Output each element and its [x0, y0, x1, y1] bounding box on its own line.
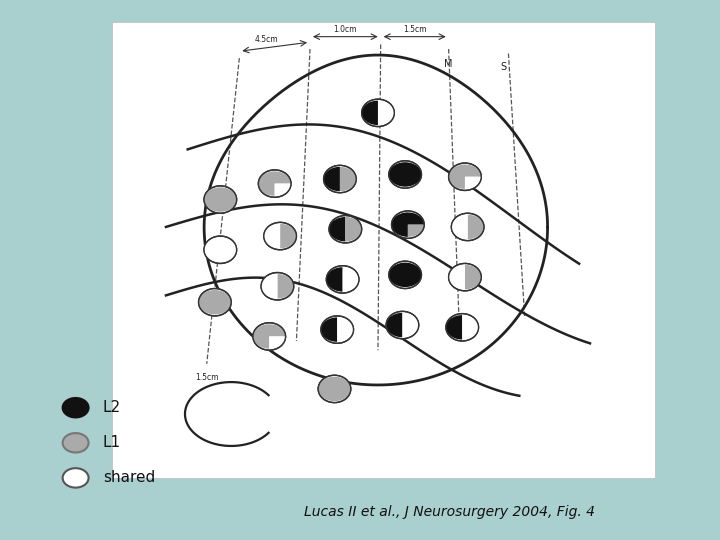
Wedge shape — [329, 217, 346, 241]
Wedge shape — [264, 224, 280, 248]
Wedge shape — [204, 187, 237, 212]
Text: 1.0cm: 1.0cm — [333, 25, 357, 35]
Ellipse shape — [326, 266, 359, 293]
Wedge shape — [340, 167, 356, 191]
Text: 1.5cm: 1.5cm — [403, 25, 427, 35]
Wedge shape — [389, 162, 421, 187]
Wedge shape — [321, 318, 337, 342]
Circle shape — [63, 433, 89, 453]
Text: shared: shared — [103, 470, 156, 485]
Wedge shape — [402, 313, 419, 338]
Wedge shape — [449, 165, 481, 189]
Wedge shape — [465, 177, 481, 189]
Text: 4.5cm: 4.5cm — [255, 35, 279, 44]
Wedge shape — [392, 212, 424, 237]
Ellipse shape — [264, 222, 297, 249]
Wedge shape — [446, 315, 462, 340]
Circle shape — [63, 398, 89, 417]
Ellipse shape — [253, 323, 286, 350]
Wedge shape — [280, 224, 297, 248]
Wedge shape — [449, 265, 465, 289]
Wedge shape — [346, 217, 361, 241]
Text: L1: L1 — [103, 435, 121, 450]
Text: M: M — [444, 59, 453, 69]
Ellipse shape — [258, 170, 291, 197]
Ellipse shape — [386, 312, 419, 339]
Text: Lucas II et al., J Neurosurgery 2004, Fig. 4: Lucas II et al., J Neurosurgery 2004, Fi… — [305, 505, 595, 519]
Wedge shape — [343, 267, 359, 292]
Ellipse shape — [449, 264, 481, 291]
Wedge shape — [269, 336, 286, 349]
Wedge shape — [408, 225, 424, 237]
Circle shape — [63, 468, 89, 488]
Wedge shape — [465, 265, 481, 289]
Wedge shape — [468, 215, 484, 239]
Wedge shape — [253, 324, 286, 349]
Ellipse shape — [323, 165, 356, 193]
Wedge shape — [326, 267, 343, 292]
Wedge shape — [258, 171, 291, 196]
Wedge shape — [274, 184, 291, 196]
Ellipse shape — [199, 288, 231, 316]
Text: L2: L2 — [103, 400, 121, 415]
Ellipse shape — [449, 163, 481, 191]
Wedge shape — [277, 274, 294, 299]
Wedge shape — [204, 238, 237, 262]
Ellipse shape — [451, 213, 484, 241]
Bar — [112, 22, 655, 478]
Wedge shape — [199, 290, 231, 314]
Ellipse shape — [329, 215, 361, 243]
Wedge shape — [386, 313, 402, 338]
Ellipse shape — [361, 99, 395, 126]
Wedge shape — [378, 100, 395, 125]
Wedge shape — [451, 215, 468, 239]
Ellipse shape — [204, 236, 237, 264]
Wedge shape — [323, 167, 340, 191]
Ellipse shape — [318, 375, 351, 403]
Ellipse shape — [261, 273, 294, 300]
Ellipse shape — [446, 314, 479, 341]
Wedge shape — [337, 318, 354, 342]
Wedge shape — [261, 274, 277, 299]
Text: 1.5cm: 1.5cm — [195, 373, 218, 382]
Wedge shape — [462, 315, 479, 340]
Wedge shape — [318, 377, 351, 401]
Ellipse shape — [321, 316, 354, 343]
Ellipse shape — [389, 161, 421, 188]
Ellipse shape — [204, 186, 237, 213]
Ellipse shape — [392, 211, 424, 238]
Wedge shape — [361, 100, 378, 125]
Text: S: S — [500, 62, 506, 71]
Ellipse shape — [389, 261, 421, 288]
Wedge shape — [389, 262, 421, 287]
